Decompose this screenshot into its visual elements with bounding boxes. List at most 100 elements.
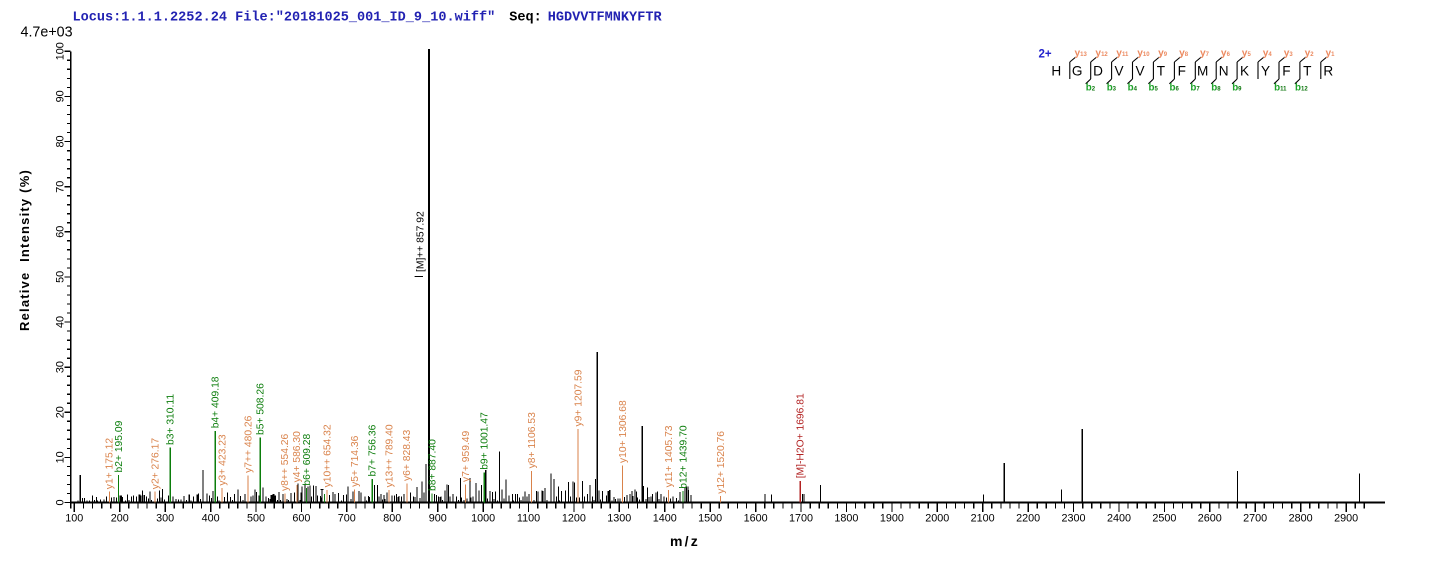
svg-text:m/z: m/z (670, 533, 700, 549)
svg-text:400: 400 (202, 513, 220, 525)
svg-text:10: 10 (54, 451, 66, 463)
svg-text:y5+ 714.36: y5+ 714.36 (350, 435, 361, 487)
svg-text:T: T (1157, 64, 1165, 79)
svg-text:y13: y13 (1075, 48, 1088, 59)
svg-text:1000: 1000 (471, 513, 495, 525)
svg-text:b2: b2 (1086, 83, 1096, 94)
svg-text:2500: 2500 (1152, 513, 1176, 525)
svg-text:1300: 1300 (607, 513, 631, 525)
svg-text:Locus:1.1.1.2252.24 File:"2018: Locus:1.1.1.2252.24 File:"20181025_001_I… (73, 11, 663, 26)
svg-text:K: K (1240, 64, 1249, 79)
svg-text:V: V (1115, 64, 1124, 79)
svg-text:2600: 2600 (1198, 513, 1222, 525)
svg-text:F: F (1178, 64, 1186, 79)
svg-text:b6+ 609.28: b6+ 609.28 (302, 434, 313, 486)
svg-text:y1: y1 (1326, 48, 1336, 59)
svg-text:N: N (1219, 64, 1229, 79)
svg-text:y8+ 1106.53: y8+ 1106.53 (527, 412, 538, 468)
svg-text:2700: 2700 (1243, 513, 1267, 525)
svg-text:D: D (1093, 64, 1103, 79)
svg-text:M: M (1197, 64, 1208, 79)
svg-text:Y: Y (1261, 64, 1270, 79)
svg-text:y11: y11 (1116, 48, 1129, 59)
svg-text:y11+ 1405.73: y11+ 1405.73 (664, 425, 675, 487)
svg-text:y6: y6 (1221, 48, 1231, 59)
svg-text:R: R (1323, 64, 1333, 79)
svg-text:y9: y9 (1158, 48, 1168, 59)
svg-text:y3: y3 (1284, 48, 1294, 59)
svg-text:b9+ 1001.47: b9+ 1001.47 (480, 412, 491, 470)
svg-text:1700: 1700 (789, 513, 813, 525)
svg-text:y2: y2 (1305, 48, 1315, 59)
svg-text:G: G (1072, 64, 1083, 79)
svg-text:y7: y7 (1200, 48, 1210, 59)
svg-text:100: 100 (54, 42, 66, 60)
svg-text:y10+ 1306.68: y10+ 1306.68 (618, 400, 629, 463)
svg-text:2100: 2100 (971, 513, 995, 525)
svg-text:y2+ 276.17: y2+ 276.17 (150, 438, 161, 490)
svg-text:1900: 1900 (880, 513, 904, 525)
svg-text:2300: 2300 (1061, 513, 1085, 525)
svg-text:T: T (1303, 64, 1311, 79)
svg-text:b12+ 1439.70: b12+ 1439.70 (678, 425, 689, 489)
svg-text:600: 600 (292, 513, 310, 525)
svg-text:900: 900 (429, 513, 447, 525)
svg-text:b3+ 310.11: b3+ 310.11 (166, 394, 177, 445)
svg-text:1100: 1100 (517, 513, 540, 525)
svg-text:1400: 1400 (653, 513, 677, 525)
svg-text:b5: b5 (1149, 83, 1159, 94)
svg-text:2+: 2+ (1039, 49, 1052, 61)
svg-text:Relative Intensity (%): Relative Intensity (%) (17, 169, 32, 331)
svg-text:2800: 2800 (1289, 513, 1313, 525)
svg-text:b4+ 409.18: b4+ 409.18 (211, 376, 222, 428)
svg-text:b9: b9 (1232, 83, 1242, 94)
svg-text:90: 90 (54, 90, 66, 102)
svg-text:b4: b4 (1128, 83, 1138, 94)
svg-text:b12: b12 (1295, 83, 1308, 94)
svg-text:1800: 1800 (834, 513, 858, 525)
svg-text:y10: y10 (1137, 48, 1150, 59)
svg-text:50: 50 (54, 271, 66, 283)
svg-text:y13++ 789.40: y13++ 789.40 (385, 424, 396, 487)
svg-text:y4: y4 (1263, 48, 1273, 59)
svg-text:1600: 1600 (744, 513, 768, 525)
svg-text:2200: 2200 (1016, 513, 1040, 525)
svg-text:y3+ 423.23: y3+ 423.23 (217, 434, 228, 486)
svg-text:b11: b11 (1274, 83, 1287, 94)
svg-text:200: 200 (111, 513, 129, 525)
svg-text:80: 80 (54, 135, 66, 147)
svg-text:y12: y12 (1095, 48, 1108, 59)
svg-text:y6+ 828.43: y6+ 828.43 (402, 429, 413, 481)
svg-text:y8++ 554.26: y8++ 554.26 (280, 433, 291, 491)
svg-text:2400: 2400 (1107, 513, 1131, 525)
svg-text:y4+ 586.30: y4+ 586.30 (292, 431, 303, 483)
svg-text:2000: 2000 (925, 513, 949, 525)
svg-text:20: 20 (54, 406, 66, 418)
svg-text:V: V (1135, 64, 1144, 79)
svg-text:[M]-H2O+ 1696.81: [M]-H2O+ 1696.81 (796, 393, 807, 478)
svg-text:300: 300 (156, 513, 174, 525)
svg-text:H: H (1051, 64, 1061, 79)
svg-text:b8: b8 (1211, 83, 1221, 94)
svg-text:b7+ 756.36: b7+ 756.36 (368, 424, 379, 476)
svg-text:1500: 1500 (698, 513, 722, 525)
svg-text:[M]++ 857.92: [M]++ 857.92 (415, 211, 426, 272)
svg-text:y5: y5 (1242, 48, 1252, 59)
svg-text:b5+ 508.26: b5+ 508.26 (256, 383, 267, 435)
svg-text:0: 0 (54, 499, 66, 505)
svg-text:y12+ 1520.76: y12+ 1520.76 (716, 431, 727, 494)
svg-text:y9+ 1207.59: y9+ 1207.59 (574, 369, 585, 426)
svg-text:500: 500 (247, 513, 265, 525)
svg-text:b6: b6 (1170, 83, 1180, 94)
svg-text:30: 30 (54, 361, 66, 373)
svg-text:70: 70 (54, 181, 66, 193)
svg-text:b3: b3 (1107, 83, 1117, 94)
svg-text:100: 100 (65, 513, 83, 525)
svg-text:b8+ 887.40: b8+ 887.40 (428, 439, 439, 491)
svg-text:y10++ 654.32: y10++ 654.32 (323, 424, 334, 487)
svg-text:1200: 1200 (562, 513, 586, 525)
svg-text:y7+ 959.49: y7+ 959.49 (461, 430, 472, 482)
svg-text:4.7e+03: 4.7e+03 (21, 25, 73, 41)
svg-text:60: 60 (54, 226, 66, 238)
svg-text:800: 800 (383, 513, 401, 525)
